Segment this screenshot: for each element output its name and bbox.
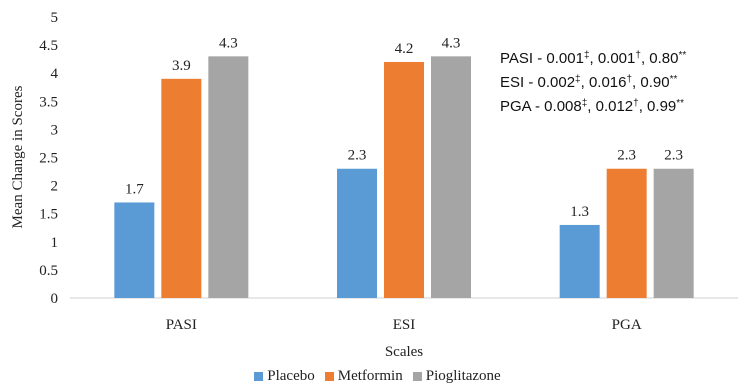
y-tick-label: 3 bbox=[51, 122, 59, 138]
data-label: 4.3 bbox=[442, 35, 461, 51]
legend-item-pioglitazone: Pioglitazone bbox=[412, 368, 501, 385]
legend-label: Pioglitazone bbox=[425, 368, 501, 384]
y-tick-label: 3.5 bbox=[39, 94, 58, 110]
annotation-text: , 0.90 bbox=[632, 74, 670, 91]
bar-pioglitazone-pga bbox=[653, 168, 694, 298]
y-tick-label: 1.5 bbox=[39, 207, 58, 223]
annotation-symbol: † bbox=[635, 50, 641, 61]
legend-item-metformin: Metformin bbox=[324, 368, 403, 385]
legend-swatch bbox=[254, 372, 264, 381]
annotation-text: , 0.001 bbox=[590, 50, 636, 67]
annotation-symbol: ** bbox=[676, 98, 684, 109]
annotation-symbol: † bbox=[626, 74, 632, 85]
bar-metformin-pga bbox=[606, 168, 647, 298]
annotation-text: , 0.012 bbox=[587, 98, 633, 115]
y-tick-label: 4 bbox=[51, 66, 59, 82]
bar-placebo-esi bbox=[337, 168, 377, 298]
annotation-symbol: † bbox=[633, 98, 639, 109]
data-label: 3.9 bbox=[172, 58, 191, 74]
bar-pioglitazone-esi bbox=[431, 56, 471, 299]
x-tick-label: ESI bbox=[393, 317, 416, 333]
legend-label: Placebo bbox=[267, 368, 315, 384]
p-value-annotation: ESI - 0.002‡, 0.016†, 0.90** bbox=[500, 74, 677, 92]
data-label: 4.3 bbox=[219, 35, 238, 51]
y-axis-label: Mean Change in Scores bbox=[10, 85, 26, 228]
annotation-text: PASI - 0.001 bbox=[500, 50, 584, 67]
legend-swatch bbox=[412, 372, 422, 381]
x-axis-label: Scales bbox=[385, 344, 423, 360]
y-tick-label: 2 bbox=[51, 179, 59, 195]
legend-label: Metformin bbox=[337, 368, 403, 384]
bar-placebo-pga bbox=[559, 224, 600, 298]
data-label: 4.2 bbox=[395, 41, 414, 57]
annotation-symbol: ‡ bbox=[582, 98, 588, 109]
bar-pioglitazone-pasi bbox=[208, 56, 249, 299]
annotation-text: ESI - 0.002 bbox=[500, 74, 575, 91]
bar-metformin-esi bbox=[384, 61, 424, 299]
data-label: 2.3 bbox=[617, 148, 636, 164]
legend-swatch bbox=[324, 372, 334, 381]
legend-item-placebo: Placebo bbox=[254, 368, 315, 385]
y-tick-label: 1 bbox=[51, 235, 59, 251]
annotation-symbol: ‡ bbox=[584, 50, 590, 61]
data-label: 2.3 bbox=[664, 148, 683, 164]
y-tick-label: 5 bbox=[51, 10, 59, 26]
annotation-text: , 0.016 bbox=[581, 74, 627, 91]
annotation-text: PGA - 0.008 bbox=[500, 98, 582, 115]
x-tick-label: PGA bbox=[612, 317, 642, 333]
y-tick-label: 4.5 bbox=[39, 38, 58, 54]
annotation-symbol: ** bbox=[678, 50, 686, 61]
legend: Placebo Metformin Pioglitazone bbox=[0, 368, 755, 385]
data-label: 2.3 bbox=[348, 148, 367, 164]
data-label: 1.3 bbox=[570, 204, 589, 220]
data-label: 1.7 bbox=[125, 181, 144, 197]
p-value-annotation: PGA - 0.008‡, 0.012†, 0.99** bbox=[500, 98, 684, 116]
bar-metformin-pasi bbox=[161, 78, 202, 298]
x-tick-label: PASI bbox=[166, 317, 197, 333]
annotation-symbol: ** bbox=[670, 74, 678, 85]
p-value-annotation: PASI - 0.001‡, 0.001†, 0.80** bbox=[500, 50, 686, 68]
y-tick-label: 2.5 bbox=[39, 151, 58, 167]
annotation-text: , 0.80 bbox=[641, 50, 679, 67]
y-tick-label: 0.5 bbox=[39, 263, 58, 279]
annotation-symbol: ‡ bbox=[575, 74, 581, 85]
bar-placebo-pasi bbox=[114, 202, 155, 298]
y-tick-label: 0 bbox=[51, 291, 59, 307]
annotation-text: , 0.99 bbox=[639, 98, 677, 115]
